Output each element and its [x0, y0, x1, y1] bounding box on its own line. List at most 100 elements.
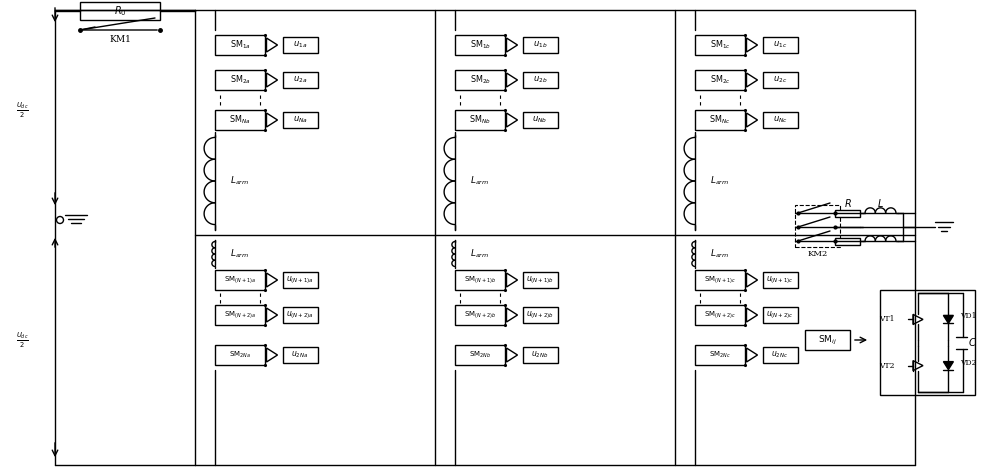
Polygon shape: [943, 361, 953, 370]
Polygon shape: [507, 308, 518, 322]
Text: $u_{Na}$: $u_{Na}$: [293, 115, 307, 125]
Text: $L_{arm}$: $L_{arm}$: [230, 175, 250, 187]
Bar: [283, 37, 318, 53]
Bar: [763, 112, 798, 128]
Text: $\mathrm{SM}_{Nb}$: $\mathrm{SM}_{Nb}$: [469, 114, 491, 126]
Text: $\mathrm{SM}_{(N+1)a}$: $\mathrm{SM}_{(N+1)a}$: [224, 275, 256, 285]
Text: $R_0$: $R_0$: [114, 4, 126, 18]
Text: $\mathrm{SM}_{(N+1)c}$: $\mathrm{SM}_{(N+1)c}$: [704, 275, 736, 285]
Bar: [215, 345, 265, 365]
Bar: [522, 112, 558, 128]
Bar: [522, 307, 558, 323]
Text: $\mathrm{SM}_{2a}$: $\mathrm{SM}_{2a}$: [230, 74, 250, 86]
Text: $L_{arm}$: $L_{arm}$: [470, 248, 490, 260]
Bar: [80, 2, 160, 20]
Bar: [215, 35, 265, 55]
Bar: [522, 72, 558, 88]
Polygon shape: [746, 308, 758, 322]
Text: $u_{1a}$: $u_{1a}$: [293, 40, 307, 50]
Polygon shape: [266, 348, 278, 362]
Text: VD1: VD1: [960, 313, 977, 321]
Bar: [835, 238, 860, 245]
Bar: [455, 110, 505, 130]
Text: $\mathrm{SM}_{1b}$: $\mathrm{SM}_{1b}$: [470, 39, 490, 51]
Bar: [695, 70, 745, 90]
Text: $\mathrm{SM}_{Nc}$: $\mathrm{SM}_{Nc}$: [709, 114, 731, 126]
Text: KM1: KM1: [109, 35, 131, 44]
Polygon shape: [507, 38, 518, 52]
Polygon shape: [266, 273, 278, 287]
Bar: [763, 347, 798, 363]
Text: $u_{(N+1)b}$: $u_{(N+1)b}$: [526, 274, 554, 286]
Bar: [215, 270, 265, 290]
Bar: [283, 347, 318, 363]
Bar: [763, 272, 798, 288]
Bar: [455, 305, 505, 325]
Polygon shape: [746, 73, 758, 87]
Bar: [283, 112, 318, 128]
Bar: [695, 345, 745, 365]
Text: KM2: KM2: [807, 250, 828, 258]
Bar: [455, 270, 505, 290]
Text: $u_{Nc}$: $u_{Nc}$: [773, 115, 787, 125]
Polygon shape: [507, 273, 518, 287]
Text: VD2: VD2: [960, 359, 977, 367]
Text: $L_{arm}$: $L_{arm}$: [710, 175, 730, 187]
Bar: [880, 290, 975, 395]
Polygon shape: [507, 73, 518, 87]
Text: $u_{(N+1)c}$: $u_{(N+1)c}$: [766, 274, 794, 286]
Text: $u_{1c}$: $u_{1c}$: [773, 40, 787, 50]
Bar: [695, 305, 745, 325]
Text: $\mathrm{SM}_{2c}$: $\mathrm{SM}_{2c}$: [710, 74, 730, 86]
Bar: [835, 209, 860, 217]
Bar: [455, 345, 505, 365]
Text: $\mathrm{SM}_{2Nc}$: $\mathrm{SM}_{2Nc}$: [709, 350, 731, 360]
Text: $\mathrm{SM}_{(N+2)b}$: $\mathrm{SM}_{(N+2)b}$: [464, 310, 496, 321]
Bar: [522, 347, 558, 363]
Text: $u_{2Nb}$: $u_{2Nb}$: [531, 350, 549, 360]
Text: $L_{arm}$: $L_{arm}$: [710, 248, 730, 260]
Text: $R$: $R$: [844, 197, 851, 209]
Text: $L_{arm}$: $L_{arm}$: [470, 175, 490, 187]
Bar: [695, 110, 745, 130]
Bar: [763, 72, 798, 88]
Text: $\mathrm{SM}_{(N+1)b}$: $\mathrm{SM}_{(N+1)b}$: [464, 275, 496, 285]
Text: $u_{(N+2)c}$: $u_{(N+2)c}$: [766, 309, 794, 321]
Bar: [763, 37, 798, 53]
Bar: [455, 35, 505, 55]
Bar: [215, 305, 265, 325]
Bar: [522, 272, 558, 288]
Bar: [763, 307, 798, 323]
Bar: [283, 307, 318, 323]
Bar: [795, 205, 840, 247]
Text: $u_{(N+2)a}$: $u_{(N+2)a}$: [286, 309, 314, 321]
Polygon shape: [746, 113, 758, 127]
Text: $u_{1b}$: $u_{1b}$: [533, 40, 547, 50]
Text: $\mathrm{SM}_{(N+2)a}$: $\mathrm{SM}_{(N+2)a}$: [224, 310, 256, 321]
Text: $u_{Nb}$: $u_{Nb}$: [532, 115, 548, 125]
Bar: [283, 72, 318, 88]
Text: $\mathrm{SM}_{2b}$: $\mathrm{SM}_{2b}$: [470, 74, 490, 86]
Text: $\frac{U_{dc}}{2}$: $\frac{U_{dc}}{2}$: [16, 100, 28, 120]
Polygon shape: [266, 308, 278, 322]
Text: $\frac{U_{dc}}{2}$: $\frac{U_{dc}}{2}$: [16, 330, 28, 350]
Bar: [695, 270, 745, 290]
Text: $\mathrm{SM}_{(N+2)c}$: $\mathrm{SM}_{(N+2)c}$: [704, 310, 736, 321]
Text: VT2: VT2: [879, 361, 895, 370]
Polygon shape: [507, 113, 518, 127]
Polygon shape: [746, 348, 758, 362]
Bar: [522, 37, 558, 53]
Polygon shape: [746, 273, 758, 287]
Bar: [283, 272, 318, 288]
Text: $\mathrm{SM}_{1a}$: $\mathrm{SM}_{1a}$: [230, 39, 250, 51]
Polygon shape: [943, 315, 953, 323]
Text: $\mathrm{SM}_{2Nb}$: $\mathrm{SM}_{2Nb}$: [469, 350, 491, 360]
Text: $\mathrm{SM}_{ij}$: $\mathrm{SM}_{ij}$: [818, 333, 837, 347]
Bar: [695, 35, 745, 55]
Text: $u_{2Na}$: $u_{2Na}$: [291, 350, 309, 360]
Polygon shape: [507, 348, 518, 362]
Bar: [215, 110, 265, 130]
Text: VT1: VT1: [879, 315, 895, 323]
Text: $u_{2a}$: $u_{2a}$: [293, 75, 307, 85]
Bar: [805, 330, 850, 350]
